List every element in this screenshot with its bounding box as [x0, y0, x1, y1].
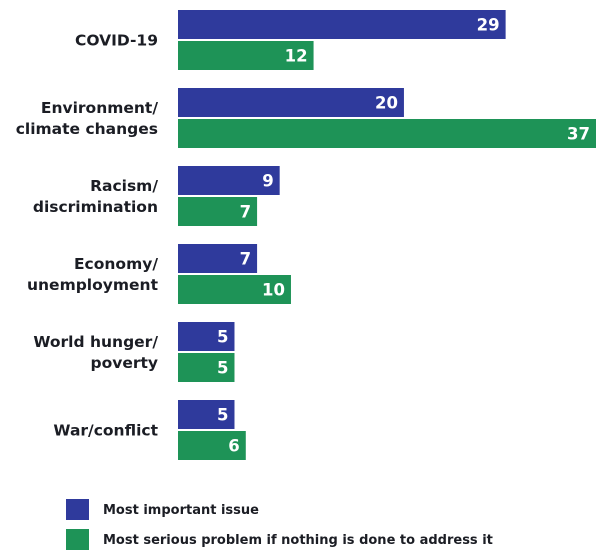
category-label: climate changes: [16, 120, 158, 138]
category-label: poverty: [90, 354, 158, 372]
bar-value-label: 5: [217, 359, 228, 378]
bar-most-serious: [178, 197, 258, 226]
bar-value-label: 37: [567, 125, 590, 144]
legend-label: Most important issue: [103, 503, 259, 518]
bar-value-label: 29: [477, 16, 500, 35]
bar-value-label: 5: [217, 328, 228, 347]
category-label: World hunger/: [33, 333, 158, 351]
bar-most-important: [178, 322, 235, 351]
bar-value-label: 10: [262, 281, 285, 300]
bar-most-serious: [178, 119, 596, 148]
category-label: Racism/: [90, 177, 158, 195]
bar-value-label: 7: [240, 250, 251, 269]
legend-swatch: [66, 529, 89, 550]
bar-value-label: 20: [375, 94, 398, 113]
legend-swatch: [66, 499, 89, 520]
bar-value-label: 5: [217, 406, 228, 425]
bar-most-serious: [178, 41, 314, 70]
bar-value-label: 9: [262, 172, 273, 191]
bar-value-label: 7: [240, 203, 251, 222]
bar-most-serious: [178, 353, 235, 382]
category-label: Economy/: [74, 255, 158, 273]
legend-label: Most serious problem if nothing is done …: [103, 533, 493, 548]
bar-most-serious: [178, 431, 246, 460]
bar-most-important: [178, 244, 258, 273]
category-label: discrimination: [33, 198, 158, 216]
bar-most-important: [178, 400, 235, 429]
category-label: COVID-19: [75, 32, 158, 50]
category-label: War/conflict: [53, 422, 158, 440]
bar-most-serious: [178, 275, 291, 304]
category-label: unemployment: [27, 276, 159, 294]
bar-most-important: [178, 10, 506, 39]
bar-most-important: [178, 166, 280, 195]
bar-value-label: 12: [285, 47, 308, 66]
bar-value-label: 6: [228, 437, 239, 456]
bar-most-important: [178, 88, 404, 117]
category-label: Environment/: [41, 99, 158, 117]
